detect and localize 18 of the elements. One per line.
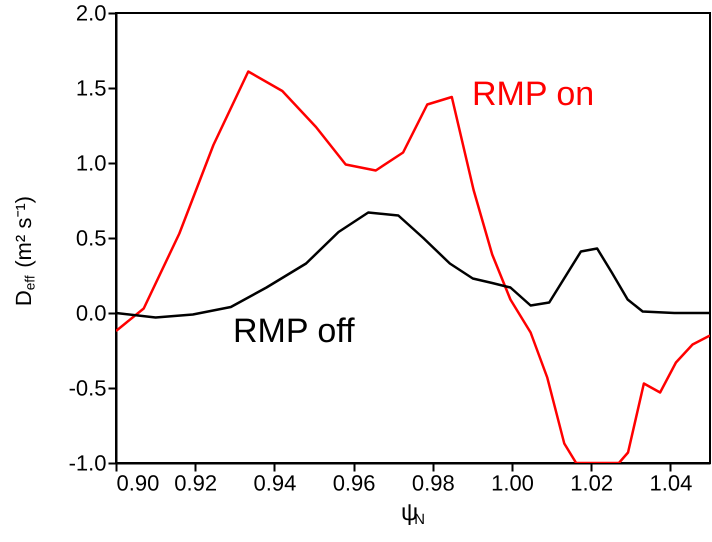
x-tick-label: 1.00 <box>491 470 534 496</box>
y-tick-label: 0.0 <box>76 300 106 326</box>
x-tick-label: 0.92 <box>174 470 218 496</box>
x-tick-label: 1.04 <box>649 470 692 496</box>
y-tick-label: 0.5 <box>76 226 106 250</box>
annotation: RMP on <box>472 75 594 113</box>
y-tick-label: -0.5 <box>68 376 106 400</box>
x-tick-label: 1.02 <box>570 470 614 496</box>
x-tick-label: 0.94 <box>253 470 296 496</box>
x-tick-label: 0.96 <box>332 470 376 496</box>
y-tick-label: 1.0 <box>76 150 106 176</box>
y-axis-title: Deff (m² s⁻¹) <box>11 196 38 306</box>
x-tick-label: 0.90 <box>116 470 160 496</box>
x-tick-label: 0.98 <box>412 470 455 496</box>
annotation: RMP off <box>233 312 356 350</box>
y-tick-label: -1.0 <box>68 450 106 476</box>
y-tick-label: 1.5 <box>76 76 106 100</box>
y-tick-label: 2.0 <box>76 0 106 26</box>
